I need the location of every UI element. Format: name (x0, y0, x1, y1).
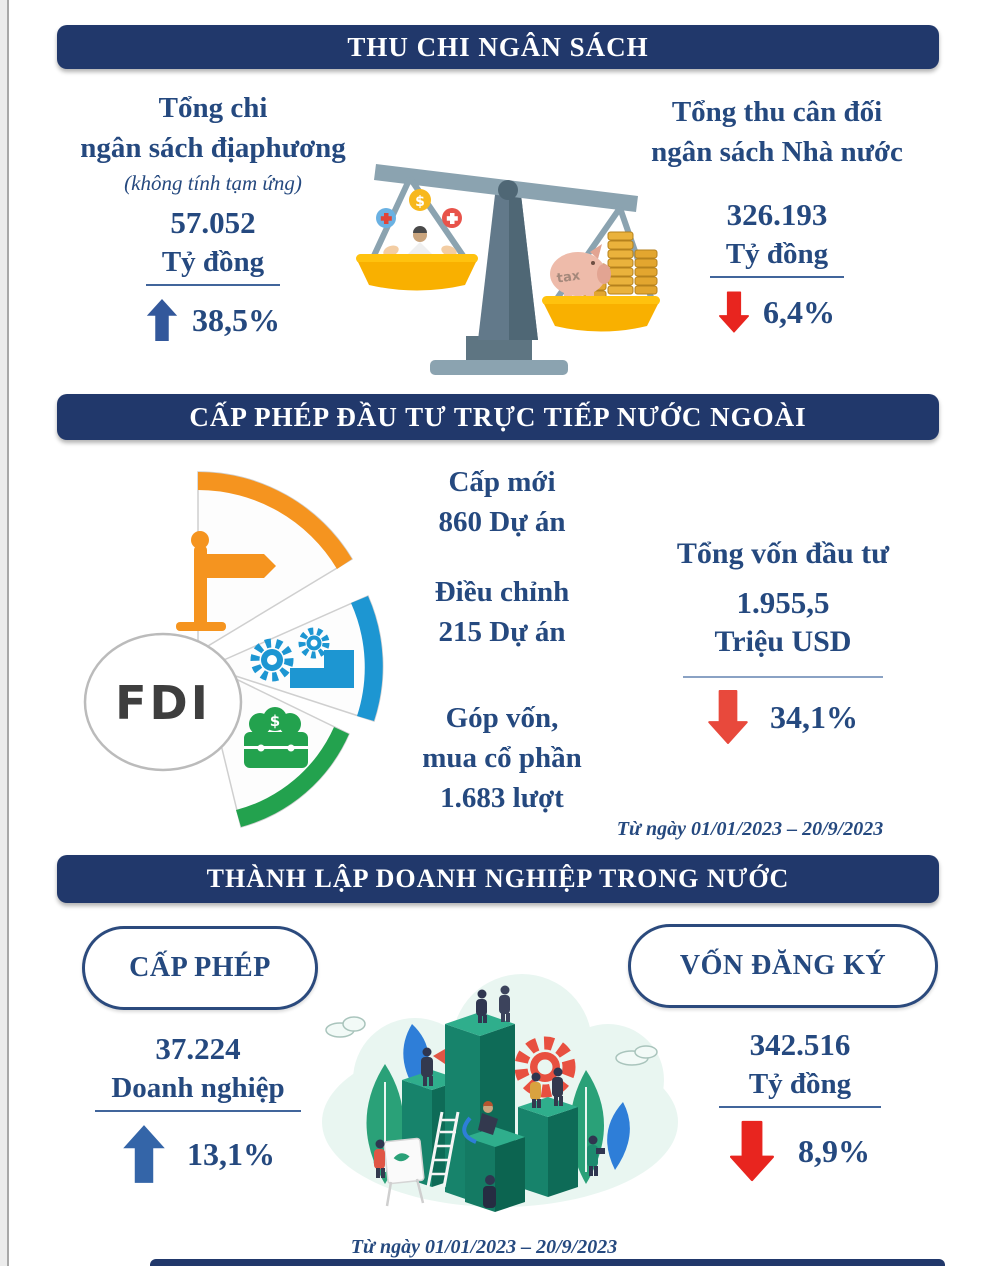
expenditure-note: (không tính tạm ứng) (124, 171, 302, 195)
fdi-new-value: 860 Dự án (438, 506, 566, 538)
page-edge-strip (0, 0, 9, 1266)
licensed-unit: Doanh nghiệp (95, 1068, 301, 1112)
fdi-capital-value: 1.683 lượt (440, 782, 564, 814)
licensed-stat: 37.224 Doanh nghiệp 13,1% (48, 1030, 348, 1184)
fdi-total-stat: Tổng vốn đầu tư 1.955,5 Triệu USD 34,1% (618, 528, 948, 744)
section-title-fdi: CẤP PHÉP ĐẦU TƯ TRỰC TIẾP NƯỚC NGOÀI (189, 401, 807, 432)
section-header-fdi: CẤP PHÉP ĐẦU TƯ TRỰC TIẾP NƯỚC NGOÀI (57, 394, 939, 440)
licensed-badge-label: CẤP PHÉP (129, 952, 271, 983)
revenue-change: 6,4% (763, 293, 835, 330)
fdi-total-label: Tổng vốn đầu tư (676, 537, 890, 570)
fdi-total-unit: Triệu USD (714, 625, 852, 658)
fdi-capital-label-line1: Góp vốn, (445, 702, 559, 734)
licensed-badge: CẤP PHÉP (82, 926, 318, 1010)
fdi-badge-text: FDI (115, 676, 211, 730)
expenditure-unit: Tỷ đồng (145, 242, 281, 286)
up-arrow-icon (146, 298, 178, 342)
fdi-item-capital: Góp vốn, mua cổ phần 1.683 lượt (380, 698, 624, 818)
registered-capital-badge-label: VỐN ĐĂNG KÝ (679, 950, 887, 981)
svg-text:$: $ (415, 194, 425, 210)
fdi-badge: FDI (83, 632, 243, 772)
next-section-bar-edge (150, 1259, 945, 1266)
licensed-value: 37.224 (155, 1031, 241, 1066)
fdi-capital-label-line2: mua cổ phần (422, 742, 582, 774)
fdi-fan-illustration: $ FDI (83, 471, 384, 828)
svg-text:tax: tax (556, 268, 582, 286)
capital-change: 8,9% (798, 1132, 870, 1169)
fdi-items-column: Cấp mới 860 Dự án Điều chỉnh 215 Dự án G… (380, 462, 624, 848)
revenue-label-line2: ngân sách Nhà nước (651, 136, 903, 168)
capital-unit: Tỷ đồng (718, 1064, 882, 1108)
fdi-new-label: Cấp mới (448, 466, 556, 498)
teamwork-illustration (322, 974, 678, 1212)
section-title-budget: THU CHI NGÂN SÁCH (347, 31, 649, 62)
welfare-icons: $ (376, 189, 462, 257)
flipchart-icon (383, 1137, 425, 1207)
budget-revenue-stat: Tổng thu cân đối ngân sách Nhà nước 326.… (612, 92, 942, 334)
people-figures (374, 985, 605, 1208)
up-arrow-icon (123, 1125, 165, 1183)
down-arrow-icon (730, 1120, 774, 1182)
down-arrow-icon (719, 291, 749, 333)
revenue-label-line1: Tổng thu cân đối (671, 96, 883, 128)
expenditure-label-line1: Tổng chi (158, 92, 268, 124)
revenue-unit: Tỷ đồng (709, 234, 845, 278)
revenue-value: 326.193 (726, 197, 828, 232)
down-arrow-icon (708, 690, 748, 744)
section-title-business: THÀNH LẬP DOANH NGHIỆP TRONG NƯỚC (206, 864, 790, 893)
business-period: Từ ngày 01/01/2023 – 20/9/2023 (350, 1236, 618, 1258)
expenditure-value: 57.052 (170, 205, 256, 240)
briefcase-money-icon: $ (244, 707, 308, 768)
capital-value: 342.516 (749, 1027, 851, 1062)
registered-capital-badge: VỐN ĐĂNG KÝ (628, 924, 938, 1008)
fdi-adjusted-label: Điều chỉnh (434, 576, 570, 608)
licensed-change: 13,1% (187, 1135, 275, 1172)
expenditure-change: 38,5% (192, 301, 280, 338)
signpost-icon (176, 531, 276, 631)
svg-text:$: $ (270, 712, 280, 730)
fdi-total-value: 1.955,5 (736, 585, 830, 620)
expenditure-label-line2: ngân sách địaphương (80, 132, 346, 164)
fdi-item-new: Cấp mới 860 Dự án (380, 462, 624, 542)
section-header-budget: THU CHI NGÂN SÁCH (57, 25, 939, 69)
fdi-total-change: 34,1% (770, 698, 858, 735)
budget-expenditure-stat: Tổng chi ngân sách địaphương (không tính… (48, 88, 378, 342)
piggy-bank-icon: tax (550, 244, 611, 301)
section-header-business: THÀNH LẬP DOANH NGHIỆP TRONG NƯỚC (57, 855, 939, 903)
fdi-period: Từ ngày 01/01/2023 – 20/9/2023 (616, 818, 884, 840)
registered-capital-stat: 342.516 Tỷ đồng 8,9% (655, 1026, 945, 1182)
ladder-icon (426, 1111, 460, 1188)
fdi-item-adjusted: Điều chỉnh 215 Dự án (380, 572, 624, 652)
balance-scale-illustration: $ (356, 164, 660, 375)
fdi-adjusted-value: 215 Dự án (438, 616, 566, 648)
divider-line (683, 676, 883, 678)
gears-icon (250, 627, 354, 688)
